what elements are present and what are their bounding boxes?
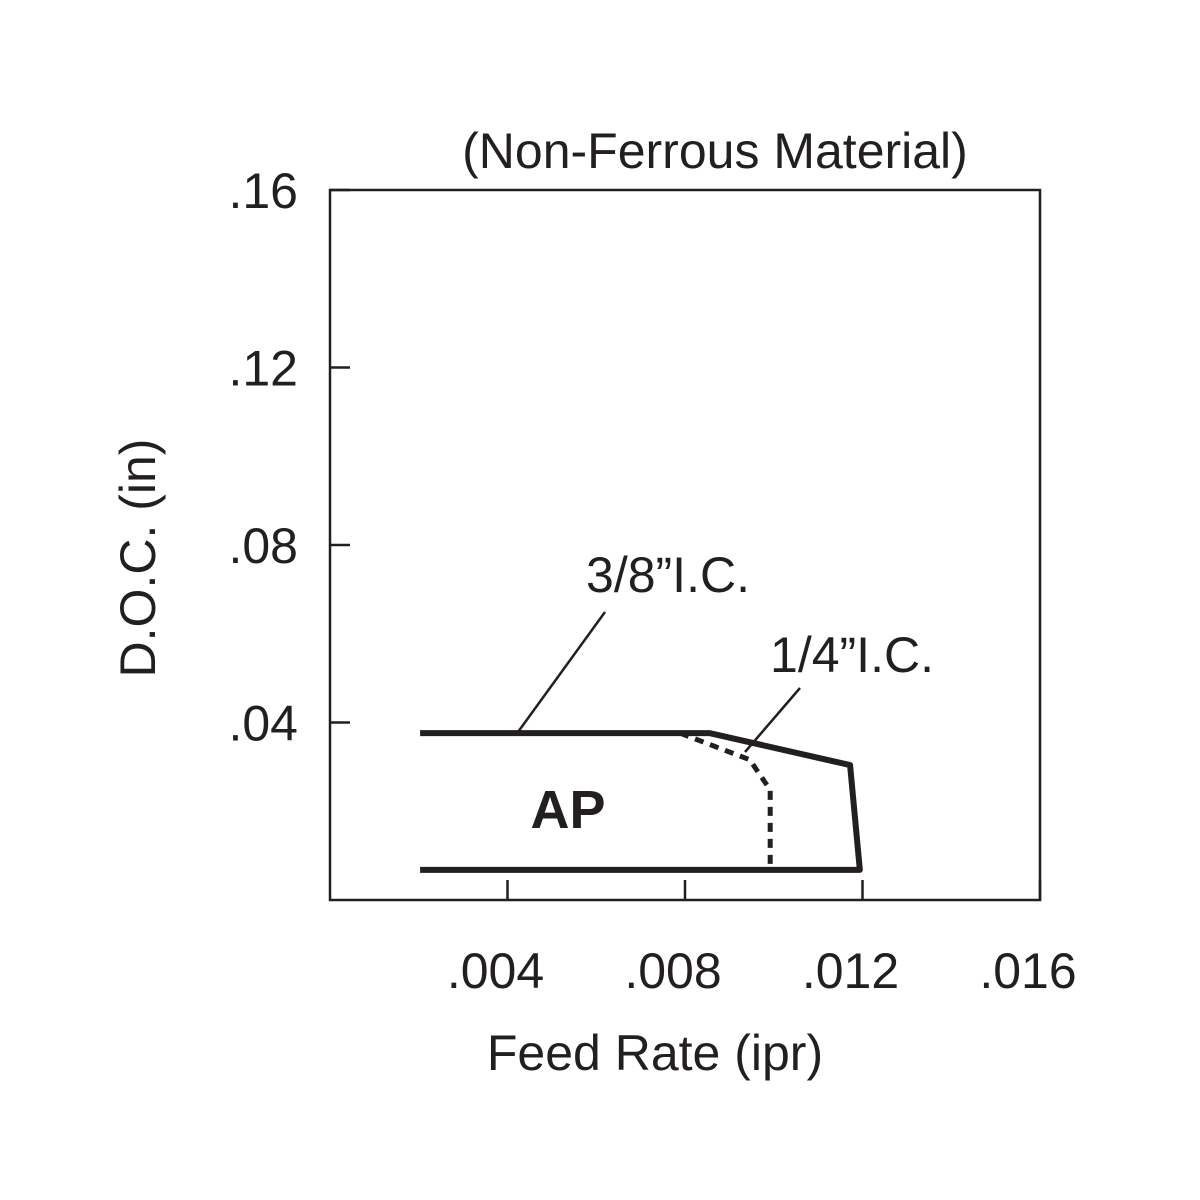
y-tick-label: .16 [228,163,298,219]
region-outline [420,730,863,873]
x-tick-label: .012 [802,943,899,999]
region-label: AP [530,780,605,840]
plot-frame [328,188,1042,902]
y-axis-label: D.O.C. (in) [110,439,166,678]
series-label: 1/4”I.C. [770,627,934,683]
y-tick-label: .12 [228,341,298,397]
dotted-region-outline [679,730,773,870]
y-tick-label: .04 [228,696,298,752]
x-tick-label: .008 [624,943,721,999]
x-axis-label: Feed Rate (ipr) [487,1025,823,1081]
series-label: 3/8”I.C. [586,547,750,603]
x-tick-label: .016 [979,943,1076,999]
chart-title: (Non-Ferrous Material) [462,123,968,179]
x-tick-label: .004 [447,943,544,999]
leader-line [516,611,607,733]
y-tick-label: .08 [228,518,298,574]
